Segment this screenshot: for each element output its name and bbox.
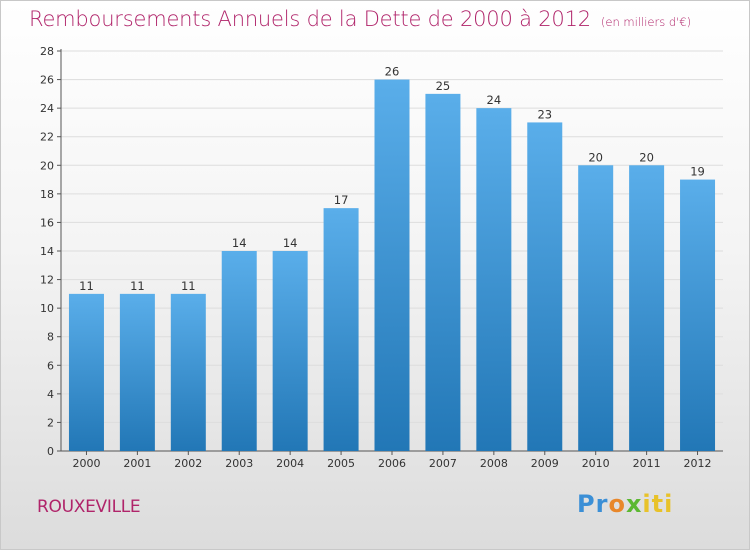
bar-layer [68, 79, 716, 452]
y-tick-label: 0 [47, 445, 54, 458]
unit-text: (en milliers d'€) [600, 15, 692, 29]
bar-2004 [272, 251, 308, 451]
x-tick-label-2008: 2008 [480, 457, 508, 470]
x-tick-label-2006: 2006 [378, 457, 406, 470]
x-tick-label-2012: 2012 [684, 457, 712, 470]
bar-2010 [578, 165, 614, 452]
bar-2009 [527, 122, 563, 451]
value-label-2001: 11 [130, 279, 145, 293]
value-label-2004: 14 [283, 236, 298, 250]
y-tick-label: 10 [40, 302, 54, 315]
logo-part-2: o [608, 490, 626, 518]
value-label-2012: 19 [690, 165, 705, 179]
x-tick-label-2009: 2009 [531, 457, 559, 470]
logo-part-4: iti [642, 490, 674, 518]
bar-2001 [119, 293, 155, 451]
y-tick-label: 24 [40, 102, 54, 115]
proxiti-logo: Proxiti [577, 490, 673, 518]
label-layer: 11 11 11 14 14 17 26 25 24 23 20 20 19 [79, 65, 705, 293]
value-label-2002: 11 [181, 279, 196, 293]
commune-name: ROUXEVILLE [37, 497, 141, 517]
value-label-2007: 25 [436, 79, 451, 93]
y-tick-label: 16 [40, 216, 54, 229]
y-tick-label: 6 [47, 359, 54, 372]
y-tick-label: 2 [47, 416, 54, 429]
value-label-2010: 20 [588, 150, 603, 164]
x-tick-label-2000: 2000 [72, 457, 100, 470]
value-label-2006: 26 [385, 65, 400, 79]
x-tick-label-2010: 2010 [582, 457, 610, 470]
y-tick-label: 26 [40, 74, 54, 87]
bar-2011 [629, 165, 665, 452]
y-tick-label: 28 [40, 45, 54, 58]
value-label-2003: 14 [232, 236, 247, 250]
title-text: Remboursements Annuels de la Dette de 20… [29, 7, 591, 31]
value-label-2009: 23 [537, 107, 552, 121]
bar-2005 [323, 208, 359, 451]
y-tick-label: 12 [40, 274, 54, 287]
value-label-2005: 17 [334, 193, 349, 207]
bar-2008 [476, 108, 512, 452]
y-tick-label: 8 [47, 331, 54, 344]
y-tick-label: 4 [47, 388, 54, 401]
x-tick-label-2005: 2005 [327, 457, 355, 470]
x-tick-label-2011: 2011 [633, 457, 661, 470]
y-tick-label: 20 [40, 159, 54, 172]
bar-2000 [68, 293, 104, 451]
value-label-2008: 24 [487, 93, 502, 107]
logo-part-3: x [625, 490, 643, 518]
value-label-2011: 20 [639, 150, 654, 164]
x-tick-label-2001: 2001 [123, 457, 151, 470]
y-tick-label: 18 [40, 188, 54, 201]
x-tick-label-2004: 2004 [276, 457, 304, 470]
y-tick-label: 22 [40, 131, 54, 144]
x-tick-label-2002: 2002 [174, 457, 202, 470]
logo-part-1: Pr [577, 490, 609, 518]
chart-title: Remboursements Annuels de la Dette de 20… [29, 7, 691, 31]
bar-2006 [374, 79, 410, 452]
bar-2002 [170, 293, 206, 451]
x-tick-label-2003: 2003 [225, 457, 253, 470]
bar-2003 [221, 251, 257, 451]
x-tick-label-2007: 2007 [429, 457, 457, 470]
bar-2012 [680, 179, 716, 452]
value-label-2000: 11 [79, 279, 94, 293]
y-tick-label: 14 [40, 245, 54, 258]
bar-2007 [425, 93, 461, 451]
